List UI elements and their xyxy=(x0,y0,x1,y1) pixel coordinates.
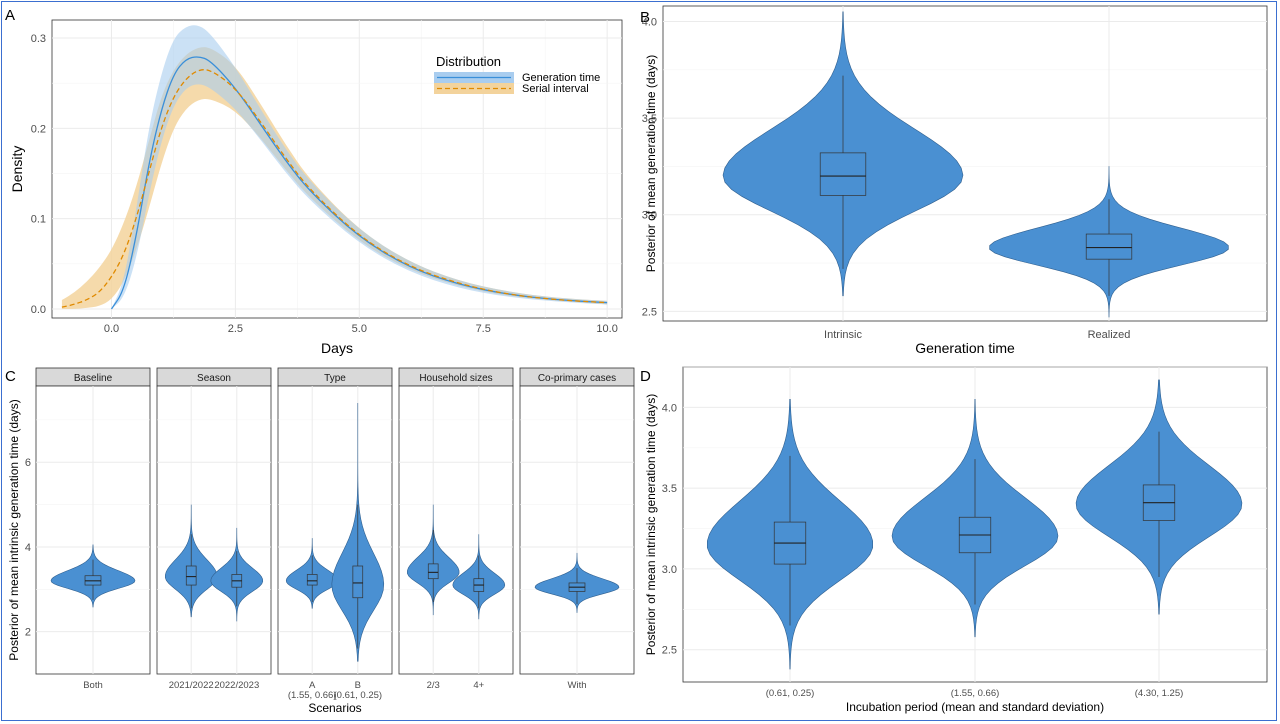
panel-c-facet-2-0-box xyxy=(306,574,318,586)
panel-c-facet-2-1-box xyxy=(352,565,364,599)
panel-c-x-tick-label: (1.55, 0.66) xyxy=(288,690,337,701)
panel-a-y-tick-label: 0.2 xyxy=(31,123,46,135)
panel-c-facet-plot-area xyxy=(277,385,393,675)
panel-letter-b: B xyxy=(640,9,650,26)
panel-c-y-tick-label: 4 xyxy=(25,542,31,554)
panel-d-y-axis-title: Posterior of mean intrinsic generation t… xyxy=(644,394,658,655)
panel-a-y-tick-label: 0.0 xyxy=(31,304,46,316)
panel-letter-d: D xyxy=(640,368,651,385)
panel-c-facet-strip-label: Type xyxy=(324,373,346,384)
panel-a-y-axis-title: Density xyxy=(9,146,25,193)
panel-c-x-tick-label: With xyxy=(568,680,587,691)
panel-c-facet-strip-label: Household sizes xyxy=(419,373,492,384)
panel-d-y-tick-label: 3.0 xyxy=(662,564,677,576)
panel-c-x-axis-title: Scenarios xyxy=(308,701,361,715)
panel-a-x-tick-label: 2.5 xyxy=(228,323,243,335)
panel-d-x-tick-label: (4.30, 1.25) xyxy=(1135,688,1184,699)
panel-a-y-tick-label: 0.3 xyxy=(31,33,46,45)
panel-a-x-tick-label: 7.5 xyxy=(476,323,491,335)
panel-d-x-tick-label: (1.55, 0.66) xyxy=(951,688,1000,699)
panel-b-x-tick-label: Realized xyxy=(1088,329,1131,341)
panel-c-x-tick-label: (0.61, 0.25) xyxy=(334,690,383,701)
panel-a-x-axis-title: Days xyxy=(321,340,353,356)
serial-interval-line xyxy=(61,69,608,308)
panel-c-y-axis-title: Posterior of mean intrinsic generation t… xyxy=(7,399,21,660)
panel-b-y-tick-label: 4.0 xyxy=(642,16,657,28)
panel-b-y-tick-label: 3.0 xyxy=(642,210,657,222)
panel-c-x-tick-label: 4+ xyxy=(473,680,484,691)
panel-b-x-axis-title: Generation time xyxy=(915,340,1015,356)
panel-c-x-tick-label: B xyxy=(355,680,361,691)
panel-c-facet-strip-label: Co-primary cases xyxy=(538,373,616,384)
panel-c-facet-1-0-box xyxy=(185,565,197,586)
panel-d-y-tick-label: 4.0 xyxy=(662,402,677,414)
panel-c-x-tick-label: 2022/2023 xyxy=(214,680,259,691)
panel-c-x-tick-label: A xyxy=(309,680,316,691)
panel-c-facet-plot-area xyxy=(156,385,272,675)
legend-label-generation-time: Generation time xyxy=(522,72,600,84)
panel-c-y-tick-label: 6 xyxy=(25,457,31,469)
panel-b-intrinsic-box xyxy=(819,152,867,196)
panel-a-x-tick-label: 0.0 xyxy=(104,323,119,335)
panel-b-x-tick-label: Intrinsic xyxy=(824,329,862,341)
panel-c-facet-3-0-box xyxy=(427,563,439,580)
panel-a-plot-area xyxy=(51,19,623,319)
panel-c-facet-strip-label: Season xyxy=(197,373,231,384)
panel-c-facet-plot-area xyxy=(398,385,514,675)
panel-b-y-axis-title: Posterior of mean generation time (days) xyxy=(644,55,658,272)
panel-d-x-axis-title: Incubation period (mean and standard dev… xyxy=(846,700,1104,714)
panel-letter-a: A xyxy=(5,7,15,24)
panel-c-x-tick-label: Both xyxy=(83,680,103,691)
panel-c-facet-strip-label: Baseline xyxy=(74,373,113,384)
panel-b-y-tick-label: 3.5 xyxy=(642,113,657,125)
panel-letter-c: C xyxy=(5,368,16,385)
panel-c-x-tick-label: 2/3 xyxy=(427,680,440,691)
panel-d-y-tick-label: 3.5 xyxy=(662,483,677,495)
generation-time-band xyxy=(111,25,608,309)
panel-c-y-tick-label: 2 xyxy=(25,627,31,639)
panel-a-y-tick-label: 0.1 xyxy=(31,214,46,226)
legend-title: Distribution xyxy=(436,54,501,69)
panel-b-realized-box xyxy=(1085,233,1133,260)
panel-a-x-tick-label: 10.0 xyxy=(596,323,617,335)
generation-time-line xyxy=(110,56,608,310)
panel-a-x-tick-label: 5.0 xyxy=(352,323,367,335)
legend-label-serial-interval: Serial interval xyxy=(522,83,589,95)
panel-d-y-tick-label: 2.5 xyxy=(662,645,677,657)
serial-interval-band xyxy=(61,47,608,309)
panel-b-y-tick-label: 2.5 xyxy=(642,306,657,318)
panel-d-x-tick-label: (0.61, 0.25) xyxy=(766,688,815,699)
panel-c-x-tick-label: 2021/2022 xyxy=(169,680,214,691)
